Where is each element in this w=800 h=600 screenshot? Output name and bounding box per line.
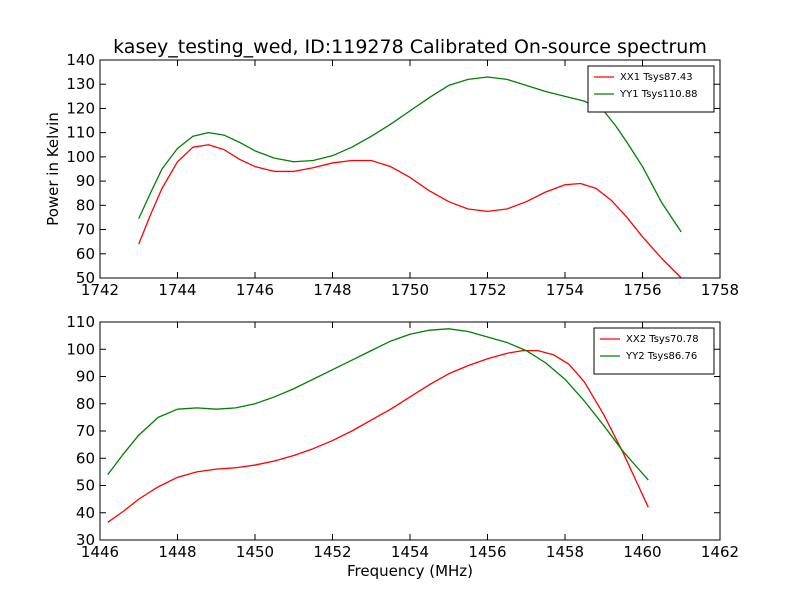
- y-tick-label: 40: [76, 504, 95, 522]
- legend-box: [593, 327, 715, 375]
- legend: XX1 Tsys87.43 YY1 Tsys110.88: [587, 65, 715, 113]
- legend-label: YY2 Tsys86.76: [625, 351, 697, 362]
- series-line-xx2: [107, 349, 649, 523]
- x-tick-label: 1462: [701, 543, 739, 561]
- y-tick-label: 110: [66, 124, 95, 142]
- y-tick-label: 30: [76, 531, 95, 549]
- series-line-xx1: [138, 144, 682, 279]
- y-tick-label: 90: [76, 368, 95, 386]
- x-tick-label: 1456: [468, 543, 506, 561]
- top-panel: 1742 1744 1746 1748 1750 1752 1754 1756 1758 50 60…: [44, 51, 739, 299]
- x-tick-label: 1452: [313, 543, 351, 561]
- chart-title: kasey_testing_wed, ID:119278 Calibrated …: [113, 36, 707, 58]
- y-tick-label: 140: [66, 51, 95, 69]
- x-tick-label: 1758: [701, 281, 739, 299]
- x-axis-label: Frequency (MHz): [347, 562, 473, 580]
- x-tick-label: 1750: [391, 281, 429, 299]
- y-tick-label: 50: [76, 269, 95, 287]
- x-tick-label: 1748: [313, 281, 351, 299]
- legend-label: YY1 Tsys110.88: [619, 89, 698, 100]
- x-tick-label: 1752: [468, 281, 506, 299]
- x-tick-label: 1746: [236, 281, 274, 299]
- x-tick-label: 1744: [158, 281, 196, 299]
- y-tick-label: 70: [76, 221, 95, 239]
- x-tick-label: 1754: [546, 281, 584, 299]
- bottom-panel: 1446 1448 1450 1452 1454 1456 1458 1460 1462 30 40…: [66, 313, 739, 580]
- y-tick-label: 80: [76, 395, 95, 413]
- legend-label: XX2 Tsys70.78: [626, 334, 699, 345]
- y-tick-label: 130: [66, 75, 95, 93]
- legend-box: [587, 65, 715, 113]
- y-tick-label: 60: [76, 449, 95, 467]
- legend-label: XX1 Tsys87.43: [620, 72, 693, 83]
- y-tick-label: 70: [76, 422, 95, 440]
- x-tick-label: 1448: [158, 543, 196, 561]
- y-tick-label: 60: [76, 245, 95, 263]
- x-tick-label: 1446: [81, 543, 119, 561]
- y-tick-label: 110: [66, 313, 95, 331]
- x-tick-label: 1756: [623, 281, 661, 299]
- x-tick-label: 1450: [236, 543, 274, 561]
- y-axis-label: Power in Kelvin: [44, 112, 62, 226]
- legend: XX2 Tsys70.78 YY2 Tsys86.76: [593, 327, 715, 375]
- y-tick-label: 100: [66, 340, 95, 358]
- y-tick-label: 90: [76, 172, 95, 190]
- x-tick-label: 1458: [546, 543, 584, 561]
- y-tick-label: 120: [66, 99, 95, 117]
- y-tick-label: 100: [66, 148, 95, 166]
- y-tick-label: 50: [76, 477, 95, 495]
- x-tick-label: 1460: [623, 543, 661, 561]
- series-line-yy2: [107, 328, 649, 481]
- x-tick-label: 1454: [391, 543, 429, 561]
- x-tick-label: 1742: [81, 281, 119, 299]
- y-tick-label: 80: [76, 196, 95, 214]
